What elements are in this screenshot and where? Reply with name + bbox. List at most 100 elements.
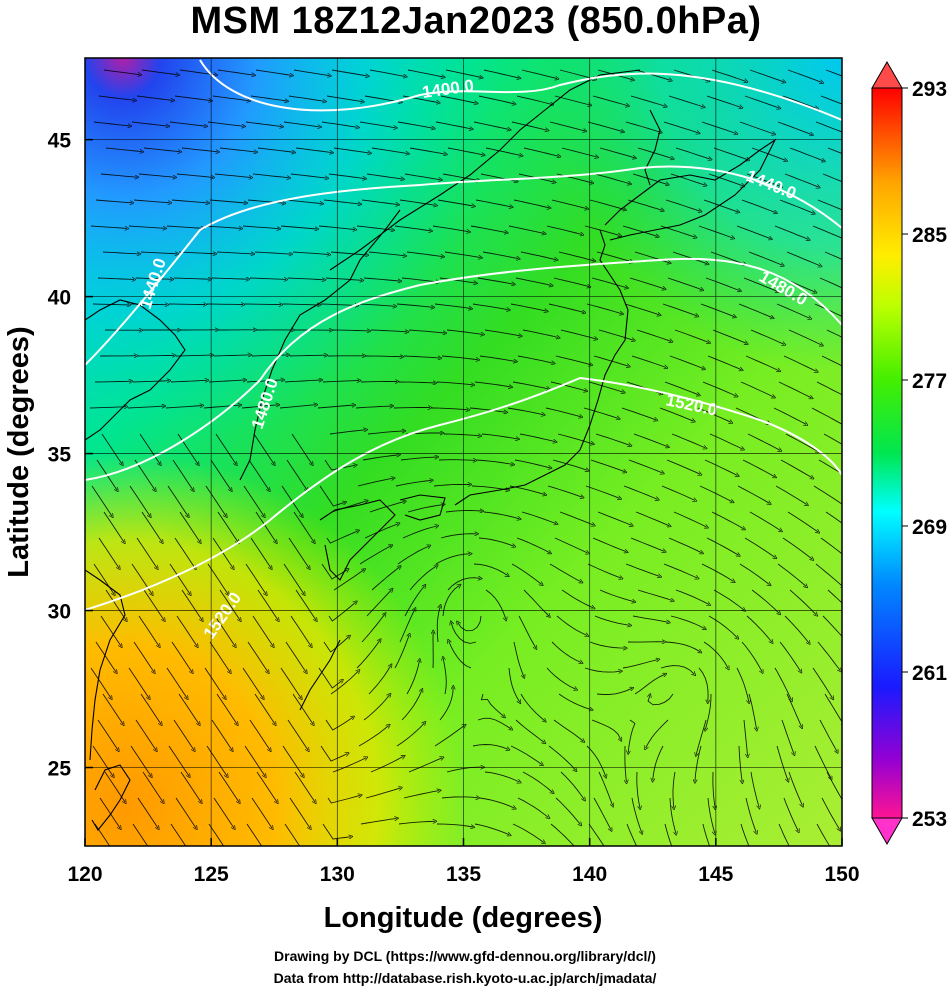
streamline-arrow <box>289 355 326 356</box>
streamline-arrow <box>776 303 810 318</box>
streamline-arrow <box>817 641 840 670</box>
streamline-arrow <box>471 485 508 490</box>
streamline-arrow <box>701 121 736 134</box>
streamline-arrow <box>706 537 739 555</box>
streamline-arrow <box>243 485 264 516</box>
streamline-arrow <box>212 95 249 101</box>
streamline-arrow <box>132 823 149 846</box>
streamline-arrow <box>90 225 127 228</box>
streamline-arrow <box>210 459 231 490</box>
streamline-arrow <box>94 381 131 382</box>
streamline-arrow <box>409 147 446 154</box>
streamline-arrow <box>434 725 465 747</box>
streamline-arrow <box>598 329 634 340</box>
streamline-arrow <box>586 303 622 314</box>
streamline-arrow <box>470 225 506 233</box>
streamline-arrow <box>561 589 593 608</box>
streamline-arrow <box>447 147 483 155</box>
streamline-arrow <box>589 641 625 648</box>
x-tick-label: 135 <box>446 863 481 886</box>
streamline-arrow <box>510 745 542 765</box>
streamline-arrow <box>135 719 156 750</box>
streamline-arrow <box>593 797 611 830</box>
streamline-arrow <box>170 380 207 382</box>
streamline-arrow <box>396 723 425 747</box>
streamline-arrow <box>781 719 794 754</box>
streamline-arrow <box>367 431 404 435</box>
streamline-arrow <box>219 589 240 620</box>
streamline-arrow <box>704 459 738 476</box>
streamline-arrow <box>176 615 197 646</box>
streamline-arrow <box>626 823 637 846</box>
x-tick-label: 120 <box>67 863 102 886</box>
streamline-arrow <box>523 147 559 156</box>
streamline-arrow <box>774 225 808 239</box>
streamline-arrow <box>136 95 173 100</box>
streamline-arrow <box>143 147 180 152</box>
streamline-arrow <box>132 381 169 382</box>
y-tick-label: 35 <box>48 444 72 467</box>
streamline-arrow <box>822 615 842 638</box>
streamline-arrow <box>97 278 134 279</box>
streamline-arrow <box>131 121 168 126</box>
height-contours <box>85 59 842 611</box>
streamline-arrow <box>322 823 351 840</box>
streamline-arrow <box>205 485 226 516</box>
streamline-arrow <box>522 329 558 338</box>
streamline-arrow <box>779 641 801 671</box>
streamline-arrow <box>591 719 621 740</box>
streamline-arrow <box>776 745 788 780</box>
streamline-arrow <box>673 511 707 527</box>
streamline-arrow <box>209 199 246 203</box>
streamline-arrow <box>218 771 239 802</box>
streamline-arrow <box>213 355 250 356</box>
coastlines <box>85 69 777 831</box>
streamline-arrow <box>773 407 806 424</box>
streamline-arrow <box>629 277 664 289</box>
streamline-arrow <box>394 225 431 231</box>
streamline-arrow <box>254 251 291 254</box>
credit-data: Data from http://database.rish.kyoto-u.a… <box>273 970 657 986</box>
streamline-arrow <box>507 407 543 415</box>
streamline-arrow <box>818 459 842 475</box>
streamline-arrow <box>510 303 546 311</box>
graticule <box>85 58 842 846</box>
streamline-arrow <box>706 95 741 107</box>
streamline-arrow <box>814 745 831 778</box>
streamline-arrow <box>664 381 699 395</box>
streamline-arrow <box>514 459 550 468</box>
streamline-arrow <box>625 745 627 782</box>
streamline-arrow <box>288 537 309 568</box>
streamline-arrow <box>398 382 435 383</box>
streamline-arrow <box>103 511 124 542</box>
streamline-arrow <box>477 717 511 729</box>
streamline-arrow <box>785 433 818 451</box>
streamline-arrow <box>628 459 663 473</box>
streamline-arrow <box>175 355 212 356</box>
streamline-arrow <box>360 382 397 383</box>
streamline-arrow <box>217 511 238 542</box>
streamline-arrow <box>483 69 519 78</box>
streamline-arrow <box>142 771 163 802</box>
streamline-arrow <box>817 199 842 211</box>
streamline-arrow <box>637 147 672 159</box>
streamline-arrow <box>556 615 587 636</box>
streamline-arrow <box>481 433 518 439</box>
streamline-arrow <box>750 771 759 807</box>
streamline-arrow <box>219 147 256 152</box>
streamline-arrow <box>103 69 140 75</box>
streamline-arrow <box>89 407 126 408</box>
x-tick-label: 140 <box>572 863 607 886</box>
streamline-arrow <box>318 225 355 230</box>
y-tick-label: 25 <box>48 758 72 781</box>
streamline-arrow <box>216 693 237 724</box>
streamline-arrow <box>816 381 842 396</box>
streamline-arrow <box>97 719 118 750</box>
streamline-arrow <box>673 771 675 808</box>
streamline-arrow <box>627 199 663 210</box>
streamline-arrow <box>469 407 506 412</box>
streamline-arrow <box>98 95 135 100</box>
streamline-arrow <box>245 121 282 127</box>
streamline-arrow <box>674 329 709 343</box>
streamline-arrow <box>597 511 632 525</box>
